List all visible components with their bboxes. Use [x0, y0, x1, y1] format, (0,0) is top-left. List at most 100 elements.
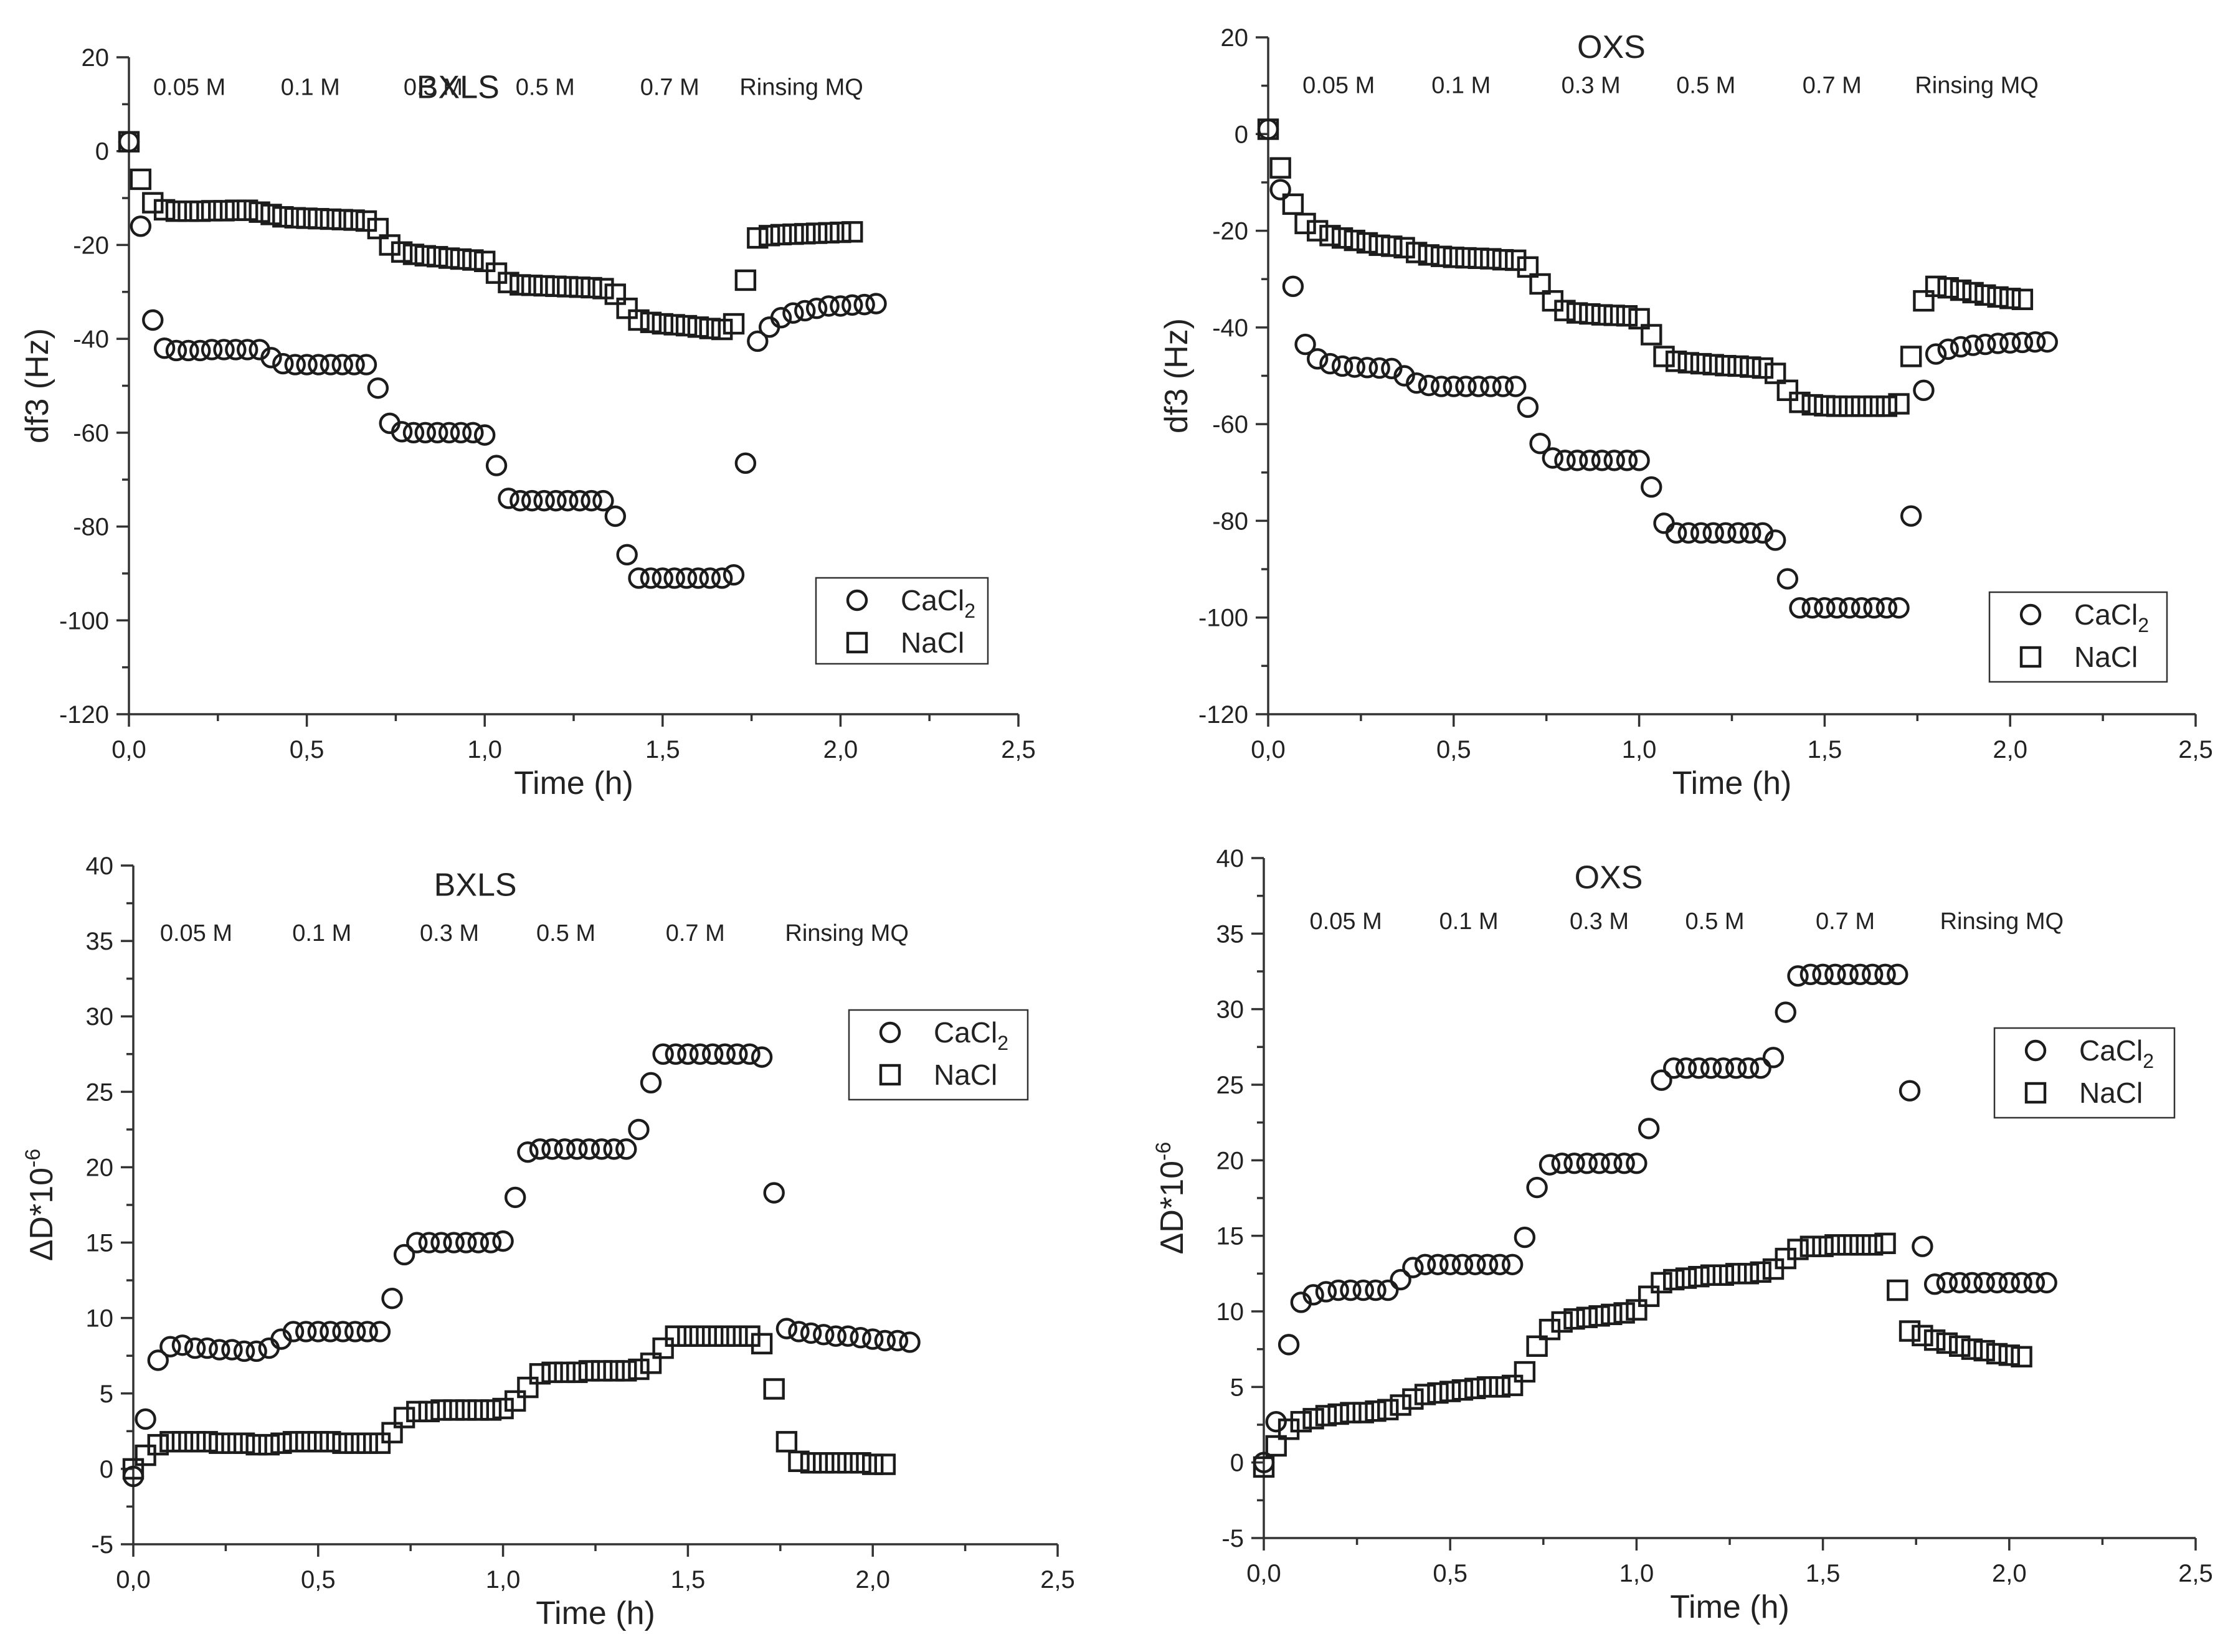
data-point-cacl2 — [1529, 433, 1551, 455]
data-point-nacl — [474, 250, 496, 273]
data-point-nacl — [628, 309, 650, 331]
data-point-cacl2 — [1653, 512, 1675, 534]
data-point-cacl2 — [130, 215, 152, 237]
y-tick-label: 0 — [95, 138, 109, 166]
data-point-nacl — [701, 1325, 724, 1347]
data-point-nacl — [1464, 1377, 1486, 1399]
data-point-cacl2 — [1675, 1057, 1697, 1079]
data-point-nacl — [381, 1422, 403, 1443]
data-point-nacl — [492, 1397, 514, 1420]
data-point-nacl — [245, 1433, 267, 1456]
data-point-cacl2 — [418, 1232, 440, 1253]
data-point-cacl2 — [2023, 1272, 2046, 1294]
data-point-nacl — [689, 1325, 711, 1347]
data-point-nacl — [237, 199, 258, 221]
y-tick-label: -40 — [73, 326, 109, 353]
data-point-cacl2 — [521, 489, 543, 512]
data-point-nacl — [1352, 1402, 1374, 1423]
concentration-label: 0.3 M — [420, 920, 479, 946]
data-point-nacl — [1776, 379, 1799, 401]
data-point-cacl2 — [307, 1321, 329, 1343]
data-point-nacl — [307, 1431, 329, 1453]
concentration-label: Rinsing MQ — [785, 920, 909, 946]
data-point-nacl — [1414, 1384, 1436, 1405]
data-point-cacl2 — [1750, 1057, 1771, 1079]
data-point-nacl — [850, 1451, 871, 1474]
legend-label: CaCl2 — [2079, 1034, 2154, 1072]
x-tick-label: 2,0 — [1993, 736, 2027, 763]
data-point-cacl2 — [1999, 332, 2021, 354]
legend-marker-square — [846, 631, 868, 654]
data-point-cacl2 — [1278, 1334, 1300, 1356]
data-point-cacl2 — [1787, 965, 1809, 987]
data-point-cacl2 — [1576, 1152, 1598, 1174]
data-point-cacl2 — [320, 1321, 341, 1343]
data-point-cacl2 — [159, 1336, 181, 1357]
data-point-nacl — [1663, 1268, 1685, 1291]
data-point-nacl — [1501, 1374, 1524, 1397]
legend: CaCl2 NaCl — [1988, 591, 2168, 683]
y-axis-title-superscript: -6 — [21, 1149, 45, 1168]
data-point-nacl — [1430, 245, 1453, 267]
data-point-nacl — [554, 1361, 576, 1384]
data-point-nacl — [1554, 300, 1576, 321]
data-point-nacl — [677, 1325, 699, 1347]
data-point-nacl — [1740, 356, 1761, 378]
data-point-cacl2 — [221, 1339, 243, 1361]
data-point-cacl2 — [1752, 522, 1774, 544]
data-point-nacl — [861, 1453, 884, 1475]
data-point-nacl — [1737, 1263, 1760, 1285]
data-point-cacl2 — [1628, 450, 1650, 471]
data-point-cacl2 — [616, 544, 638, 565]
concentration-label: 0.3 M — [1562, 72, 1621, 98]
data-point-cacl2 — [2011, 331, 2034, 354]
data-point-nacl — [1839, 395, 1861, 417]
data-point-nacl — [165, 200, 187, 222]
data-point-cacl2 — [1987, 333, 2009, 354]
data-point-nacl — [1814, 395, 1836, 417]
data-point-cacl2 — [1591, 450, 1613, 471]
data-point-cacl2 — [1863, 597, 1885, 619]
x-tick-label: 1,5 — [1806, 1560, 1841, 1587]
data-point-nacl — [1923, 1329, 1946, 1351]
data-point-cacl2 — [272, 352, 294, 375]
data-point-nacl — [406, 1400, 428, 1423]
data-point-nacl — [443, 1399, 465, 1421]
legend-marker-circle — [2024, 1039, 2047, 1062]
data-point-nacl — [714, 1325, 736, 1347]
data-point-cacl2 — [652, 1043, 674, 1065]
data-point-cacl2 — [1517, 396, 1539, 418]
data-point-cacl2 — [529, 1138, 551, 1160]
legend-marker-circle — [846, 589, 868, 611]
data-point-cacl2 — [381, 1287, 403, 1310]
data-point-nacl — [260, 204, 282, 225]
legend-marker-circle — [2019, 603, 2042, 626]
data-point-nacl — [640, 1352, 662, 1374]
data-point-cacl2 — [1824, 963, 1846, 986]
chart-panel-dissipation-oxs: 0,0 0,5 1,0 1,5 2,0 2,5 -5 0 5 10 15 20 25 30 35 40 Time… — [1152, 845, 2213, 1625]
data-point-nacl — [343, 209, 365, 231]
data-point-cacl2 — [581, 489, 602, 512]
data-point-nacl — [221, 1432, 243, 1454]
concentration-label: 0.05 M — [153, 74, 225, 100]
data-point-cacl2 — [628, 567, 650, 589]
data-point-nacl — [2011, 288, 2034, 311]
data-point-cacl2 — [1467, 375, 1489, 397]
data-point-cacl2 — [604, 505, 627, 527]
data-point-cacl2 — [640, 1072, 662, 1094]
concentration-label: 0.7 M — [640, 74, 699, 100]
data-point-nacl — [402, 243, 425, 265]
data-point-cacl2 — [747, 330, 769, 352]
y-tick-label: 0 — [1230, 1450, 1244, 1477]
data-point-nacl — [557, 276, 579, 298]
data-point-nacl — [1480, 248, 1502, 270]
data-point-nacl — [455, 1399, 477, 1421]
data-point-cacl2 — [1837, 963, 1859, 986]
data-point-nacl — [331, 209, 353, 230]
data-point-nacl — [1861, 1234, 1884, 1256]
data-point-cacl2 — [1340, 1279, 1362, 1301]
data-point-nacl — [430, 1399, 452, 1421]
data-point-cacl2 — [1839, 597, 1861, 619]
legend-box — [815, 577, 989, 665]
data-point-cacl2 — [1899, 1080, 1921, 1102]
